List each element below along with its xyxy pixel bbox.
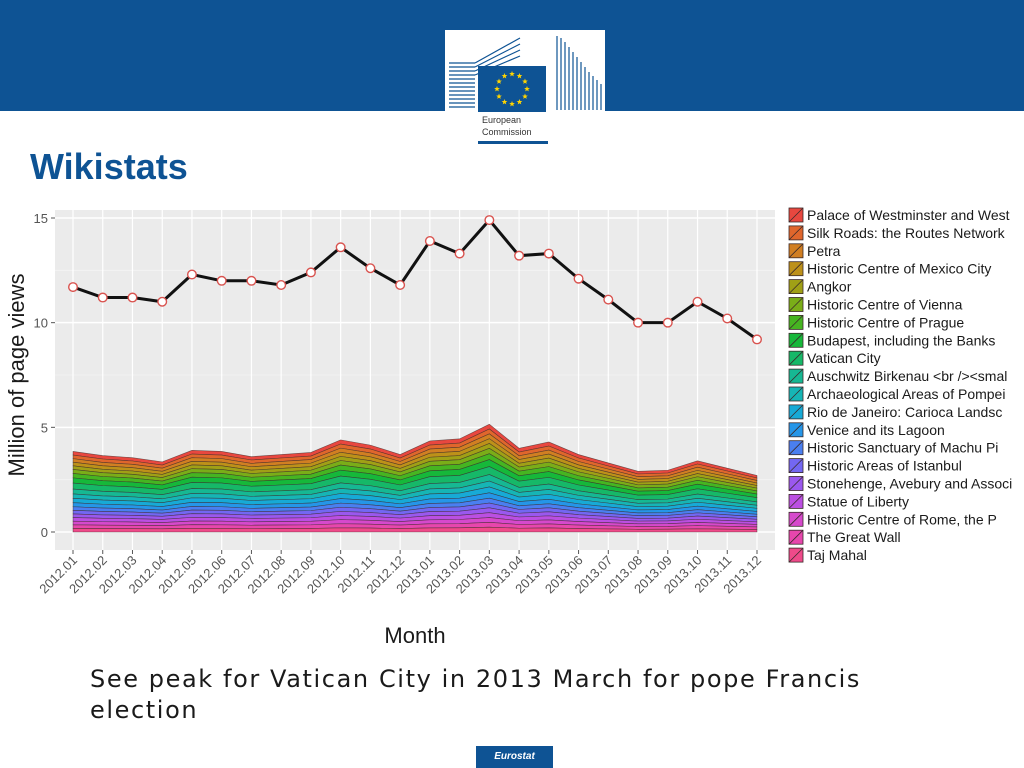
legend-label: Auschwitz Birkenau <br /><smal xyxy=(807,368,1007,384)
total-views-point xyxy=(424,236,435,247)
total-views-point xyxy=(484,215,495,226)
legend-swatch-diagonal xyxy=(788,404,804,420)
legend-swatch-diagonal xyxy=(788,494,804,509)
total-views-point xyxy=(276,279,287,290)
logo-text: European Commission xyxy=(482,114,532,138)
legend-label: Archaeological Areas of Pompei xyxy=(807,386,1005,402)
legend-swatch-diagonal xyxy=(788,440,804,455)
total-views-point xyxy=(752,334,763,345)
eu-star-icon xyxy=(496,78,502,84)
total-views-point xyxy=(365,263,376,274)
eu-stars-icon xyxy=(494,71,530,107)
eu-star-icon xyxy=(522,93,528,99)
total-views-point xyxy=(216,275,227,286)
legend-swatch-diagonal xyxy=(788,386,804,402)
total-views-point xyxy=(246,275,257,286)
area-series-20 xyxy=(72,526,758,533)
eu-star-icon xyxy=(509,71,515,77)
legend-label: Stonehenge, Avebury and Associ xyxy=(807,476,1012,492)
eu-star-icon xyxy=(509,101,515,107)
total-views-point xyxy=(335,242,346,253)
legend-swatch-diagonal xyxy=(788,422,804,438)
logo-underline xyxy=(478,141,548,144)
legend-swatch-diagonal xyxy=(788,225,804,241)
legend-label: Palace of Westminster and West xyxy=(807,207,1010,223)
total-views-point xyxy=(186,269,197,280)
total-views-point xyxy=(454,248,465,259)
eu-star-icon xyxy=(501,73,508,79)
logo-line1: European xyxy=(482,115,522,125)
total-views-point xyxy=(573,273,584,284)
legend-label: Budapest, including the Banks xyxy=(807,332,995,348)
total-views-point xyxy=(633,317,644,328)
legend-swatch-diagonal xyxy=(788,547,804,563)
y-tick-label: 0 xyxy=(41,525,48,540)
total-views-point xyxy=(662,317,673,328)
eu-star-icon xyxy=(522,78,528,84)
legend-label: Statue of Liberty xyxy=(807,493,909,509)
legend-label: Petra xyxy=(807,243,841,259)
y-axis-label: Million of page views xyxy=(4,274,29,477)
caption-text: See peak for Vatican City in 2013 March … xyxy=(90,665,861,724)
legend-label: Historic Centre of Prague xyxy=(807,314,964,330)
legend-label: The Great Wall xyxy=(807,529,901,545)
total-views-point xyxy=(692,296,703,307)
eu-star-icon xyxy=(494,86,500,92)
legend-swatch-diagonal xyxy=(788,333,804,348)
x-axis-label: Month xyxy=(384,623,445,648)
eu-star-icon xyxy=(501,98,508,105)
total-views-point xyxy=(722,313,733,324)
legend-swatch-diagonal xyxy=(788,512,804,527)
footer-eurostat-tag: Eurostat xyxy=(476,746,553,768)
legend-label: Historic Centre of Rome, the P xyxy=(807,511,997,527)
legend-label: Taj Mahal xyxy=(807,547,867,563)
total-views-point xyxy=(67,282,78,293)
legend-label: Historic Centre of Mexico City xyxy=(807,261,991,277)
legend-label: Venice and its Lagoon xyxy=(807,422,945,438)
legend-swatch-diagonal xyxy=(788,207,804,223)
total-views-point xyxy=(603,294,614,305)
legend-swatch-diagonal xyxy=(788,279,804,294)
logo-line2: Commission xyxy=(482,127,532,137)
total-views-point xyxy=(514,250,525,261)
y-tick-label: 15 xyxy=(34,211,48,226)
legend-swatch-diagonal xyxy=(788,458,804,473)
y-tick-label: 5 xyxy=(41,420,48,435)
legend-swatch-diagonal xyxy=(788,297,804,312)
legend-swatch-diagonal xyxy=(788,476,804,491)
legend-swatch-diagonal xyxy=(788,243,804,259)
legend-label: Angkor xyxy=(807,279,852,295)
eu-star-icon xyxy=(496,93,502,99)
eu-star-icon xyxy=(516,98,523,105)
legend-swatch-diagonal xyxy=(788,315,804,330)
eu-star-icon xyxy=(524,86,530,92)
legend-label: Vatican City xyxy=(807,350,881,366)
legend-swatch-diagonal xyxy=(788,368,804,384)
legend-label: Rio de Janeiro: Carioca Landsc xyxy=(807,404,1002,420)
total-views-point xyxy=(157,296,168,307)
legend-label: Historic Centre of Vienna xyxy=(807,297,963,313)
total-views-point xyxy=(127,292,138,303)
slide-title: Wikistats xyxy=(30,146,188,187)
total-views-point xyxy=(305,267,316,278)
legend-label: Historic Areas of Istanbul xyxy=(807,458,962,474)
european-commission-logo xyxy=(445,30,605,145)
legend-swatch-diagonal xyxy=(788,350,804,366)
total-views-point xyxy=(543,248,554,259)
total-views-point xyxy=(395,279,406,290)
eu-star-icon xyxy=(516,73,523,79)
legend-swatch-diagonal xyxy=(788,529,804,545)
y-tick-label: 10 xyxy=(34,316,48,331)
total-views-point xyxy=(97,292,108,303)
legend-label: Historic Sanctuary of Machu Pi xyxy=(807,440,998,456)
legend-swatch-diagonal xyxy=(788,261,804,276)
legend-label: Silk Roads: the Routes Network xyxy=(807,225,1006,241)
